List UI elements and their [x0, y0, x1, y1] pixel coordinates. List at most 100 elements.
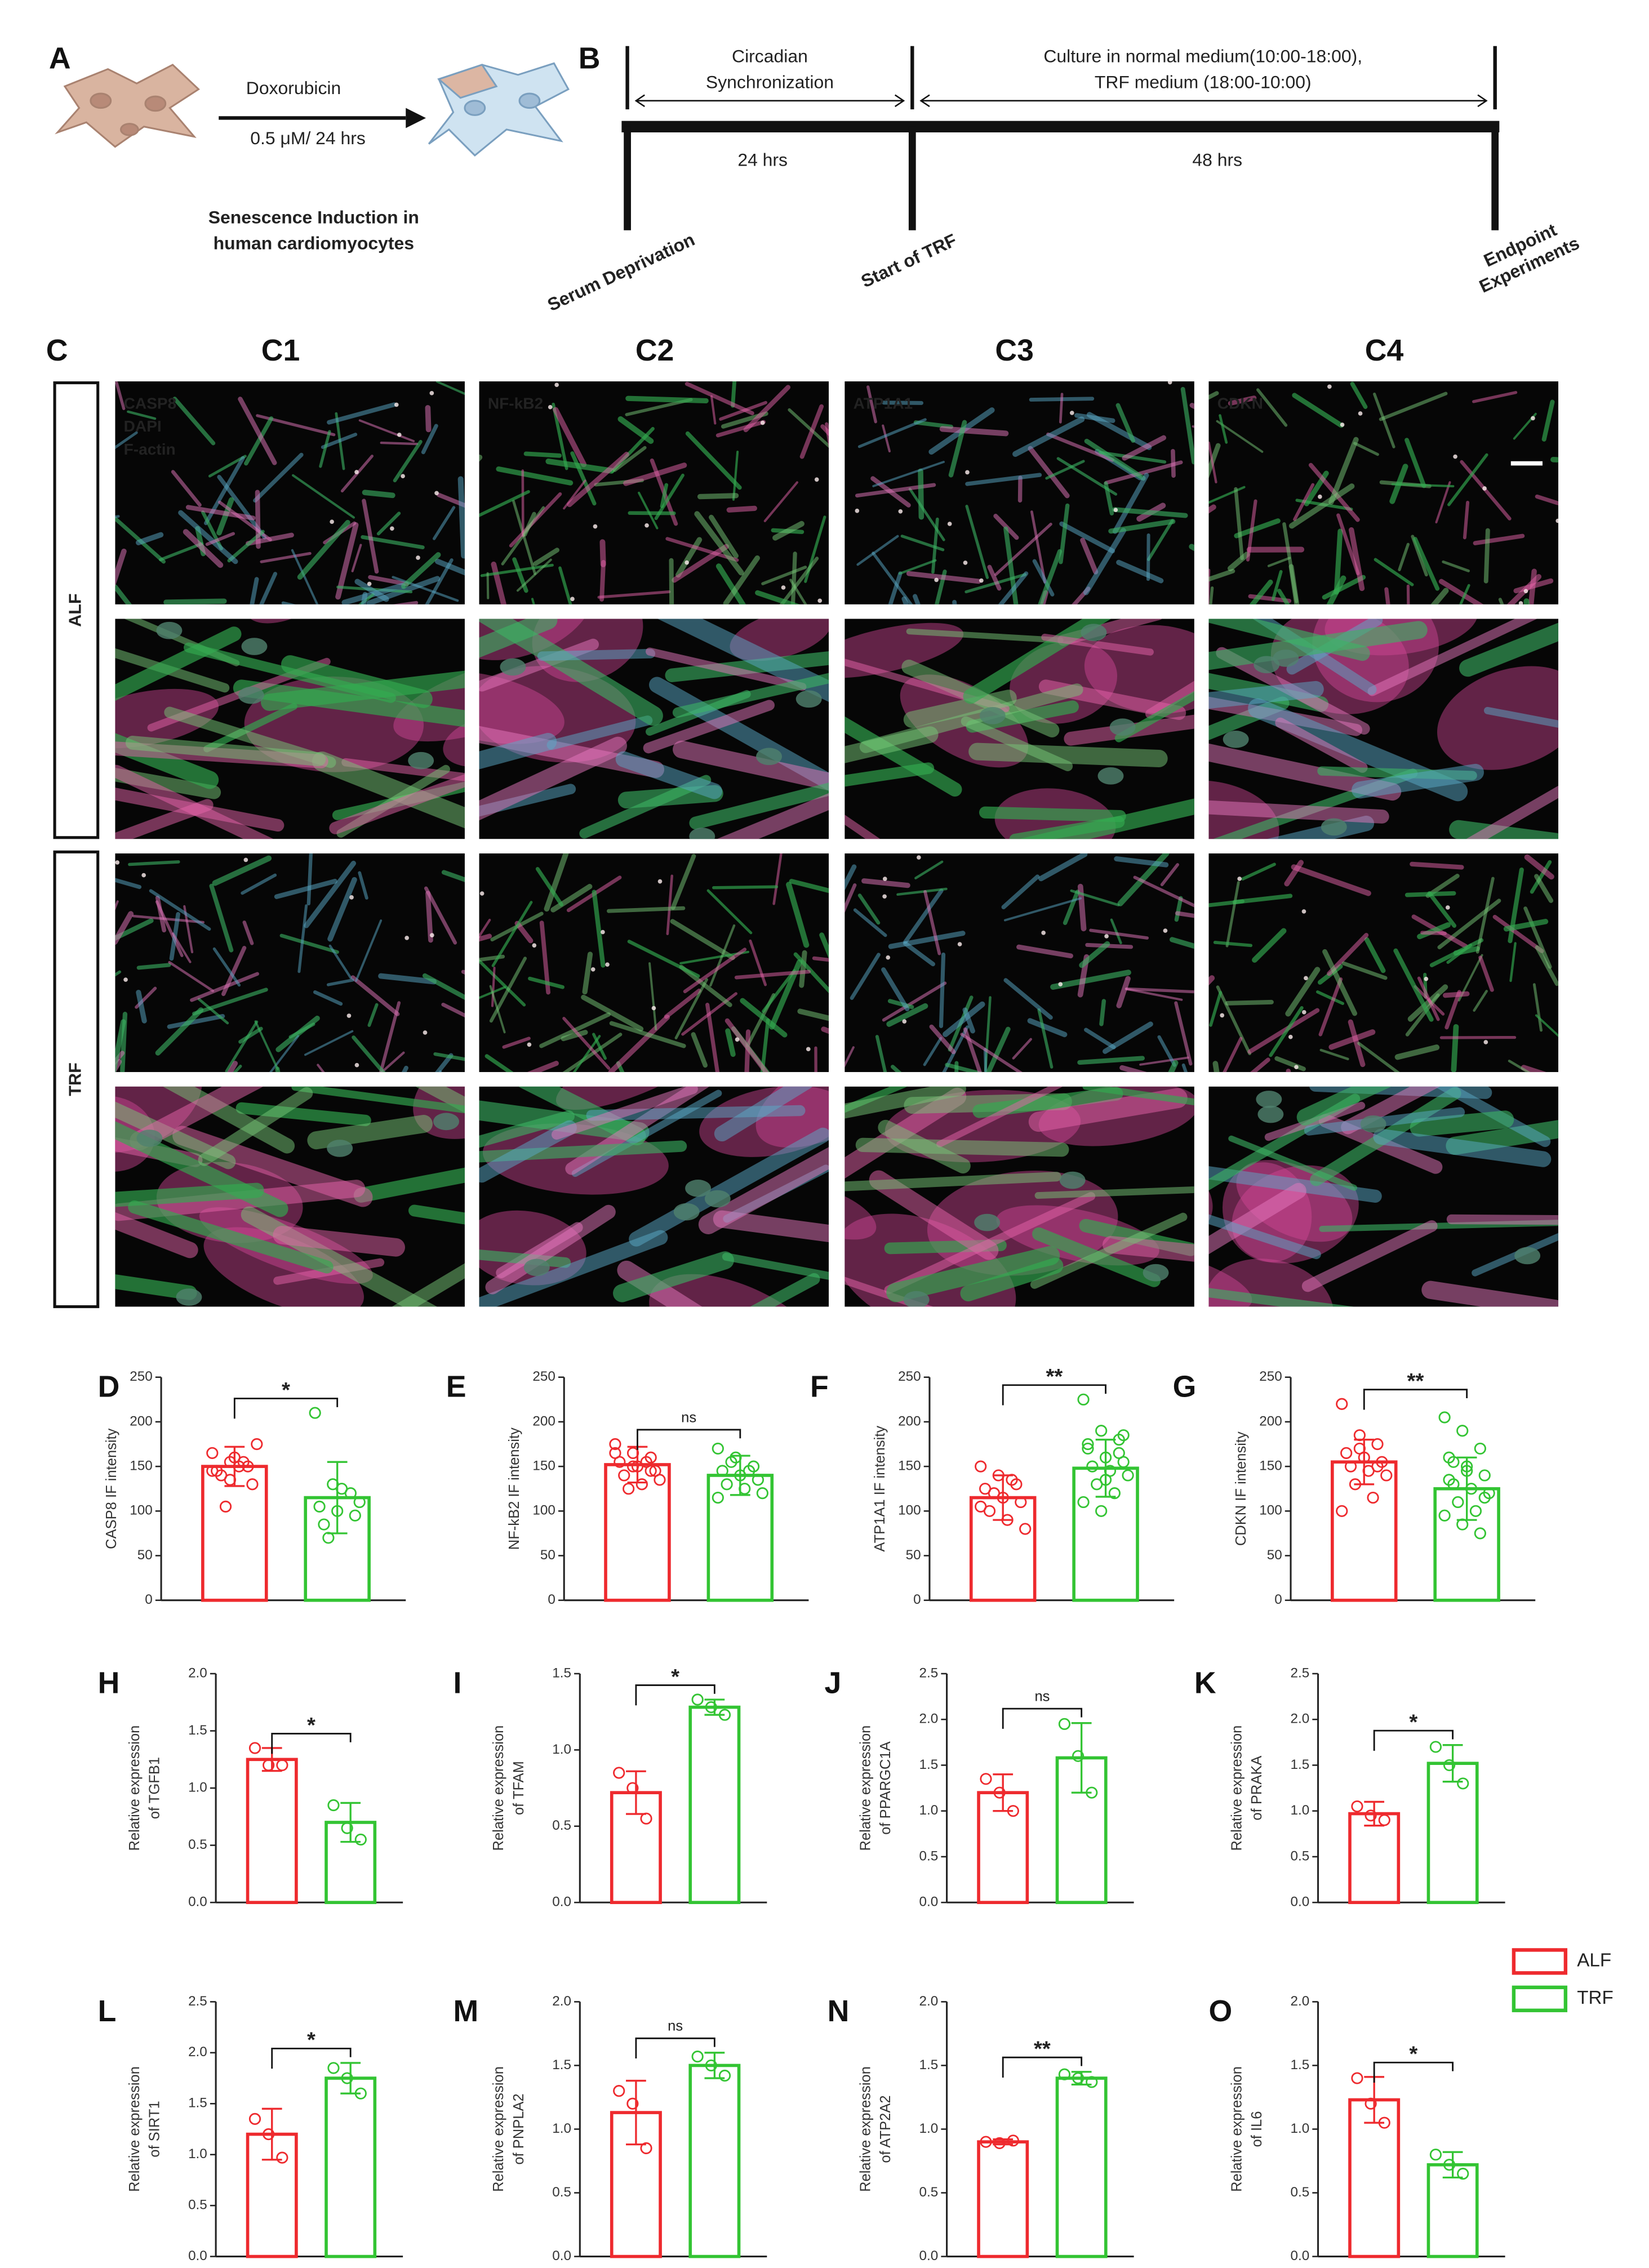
fiber — [130, 1086, 264, 1151]
cell-streak — [422, 973, 465, 1000]
data-point — [1001, 1514, 1014, 1526]
cell-streak — [592, 890, 606, 968]
cell-streak — [1146, 533, 1150, 581]
cell-streak — [163, 598, 227, 604]
cell-streak — [608, 1015, 670, 1073]
cell-streak — [674, 978, 709, 1039]
cell-streak — [1285, 967, 1321, 1017]
cell-streak — [666, 874, 674, 935]
cell-streak — [1503, 919, 1549, 932]
nucleus-spot — [806, 1047, 811, 1052]
y-tick-label: 2.5 — [919, 1665, 939, 1680]
cell-streak — [155, 1007, 204, 1056]
significance-bracket — [271, 2047, 352, 2069]
y-tick-label: 1.0 — [919, 2121, 939, 2136]
cell-streak — [269, 1035, 300, 1073]
cell-streak — [1459, 584, 1470, 604]
fiber — [1103, 1236, 1194, 1262]
cell-streak — [1160, 863, 1180, 887]
cell-streak — [1059, 521, 1115, 554]
data-point — [1457, 1777, 1469, 1790]
data-point — [1429, 2149, 1442, 2161]
cell-streak — [115, 431, 138, 450]
cell-streak — [825, 422, 829, 449]
data-point — [1478, 1491, 1491, 1504]
nucleus-spot — [934, 577, 939, 582]
data-point — [1429, 1741, 1442, 1753]
nucleus-spot — [1483, 1040, 1488, 1044]
cell-streak — [719, 401, 768, 421]
cell-streak — [254, 1020, 279, 1070]
data-point — [1447, 1456, 1460, 1468]
data-point — [743, 1465, 755, 1477]
cell-streak — [788, 408, 829, 448]
y-axis-label: of SIRT1 — [147, 2101, 163, 2157]
cell-streak — [1032, 559, 1055, 597]
fiber — [307, 1115, 433, 1150]
nucleus-spot — [1453, 454, 1457, 459]
significance-bracket — [271, 1733, 352, 1754]
cell-body — [1208, 1258, 1334, 1307]
error-bar — [340, 1802, 361, 1843]
cell-streak — [1003, 526, 1019, 604]
cell-streak — [378, 973, 437, 985]
y-tick-label: 0.0 — [1291, 2248, 1310, 2263]
cell-streak — [479, 918, 491, 939]
cell-streak — [306, 853, 313, 906]
cell-streak — [1443, 991, 1470, 998]
cell-streak — [1364, 937, 1386, 973]
fiber — [1208, 800, 1389, 824]
fiber — [698, 1147, 829, 1234]
data-point — [354, 1833, 367, 1846]
data-point — [327, 2062, 340, 2074]
nucleus-spot — [554, 383, 559, 388]
cell-streak — [253, 452, 304, 503]
panel-letter: A — [49, 41, 71, 75]
nucleus-spot — [657, 879, 663, 884]
cell-streak — [1492, 914, 1544, 953]
cell-streak — [1080, 537, 1099, 575]
fiber — [1034, 1186, 1194, 1199]
cell-streak — [392, 601, 419, 604]
cell-streak — [1521, 1065, 1546, 1073]
data-point — [263, 1759, 275, 1772]
fiber — [1410, 1110, 1514, 1137]
data-point — [718, 2069, 731, 2082]
significance-bracket — [1373, 2061, 1454, 2083]
fiber — [1275, 717, 1368, 773]
fiber — [979, 806, 1126, 822]
significance-bracket — [637, 1429, 741, 1450]
fiber — [615, 751, 722, 799]
fiber — [1082, 1086, 1194, 1106]
cell-streak — [705, 1003, 720, 1073]
cell-streak — [172, 932, 192, 963]
cell-streak — [1083, 528, 1126, 595]
cell-streak — [355, 919, 383, 982]
data-point — [349, 1509, 361, 1522]
cell-streak — [675, 537, 703, 578]
cell-streak — [539, 920, 550, 995]
cell-streak — [1328, 1029, 1376, 1050]
cell-streak — [509, 492, 562, 548]
y-tick-label: 50 — [137, 1547, 153, 1563]
nucleus-spot — [394, 402, 399, 407]
cell-streak — [1288, 483, 1355, 529]
fiber — [479, 1249, 571, 1268]
cell-streak — [1241, 862, 1276, 880]
fiber — [629, 1127, 829, 1247]
cell-streak — [1315, 990, 1345, 1006]
cell-streak — [683, 948, 747, 994]
y-tick-label: 0.5 — [188, 1837, 207, 1852]
y-tick-label: 250 — [532, 1369, 555, 1384]
cell-streak — [354, 579, 389, 602]
cell-streak — [1016, 944, 1073, 959]
y-tick-label: 200 — [130, 1413, 152, 1429]
cell-streak — [115, 911, 134, 945]
nucleus-spot — [1424, 976, 1429, 981]
cell-streak — [535, 867, 563, 907]
cell-streak — [155, 900, 184, 957]
y-tick-label: 0.5 — [919, 2185, 939, 2200]
cell-streak — [327, 402, 397, 425]
cell-streak — [1319, 1048, 1349, 1061]
cell-streak — [288, 1022, 315, 1039]
